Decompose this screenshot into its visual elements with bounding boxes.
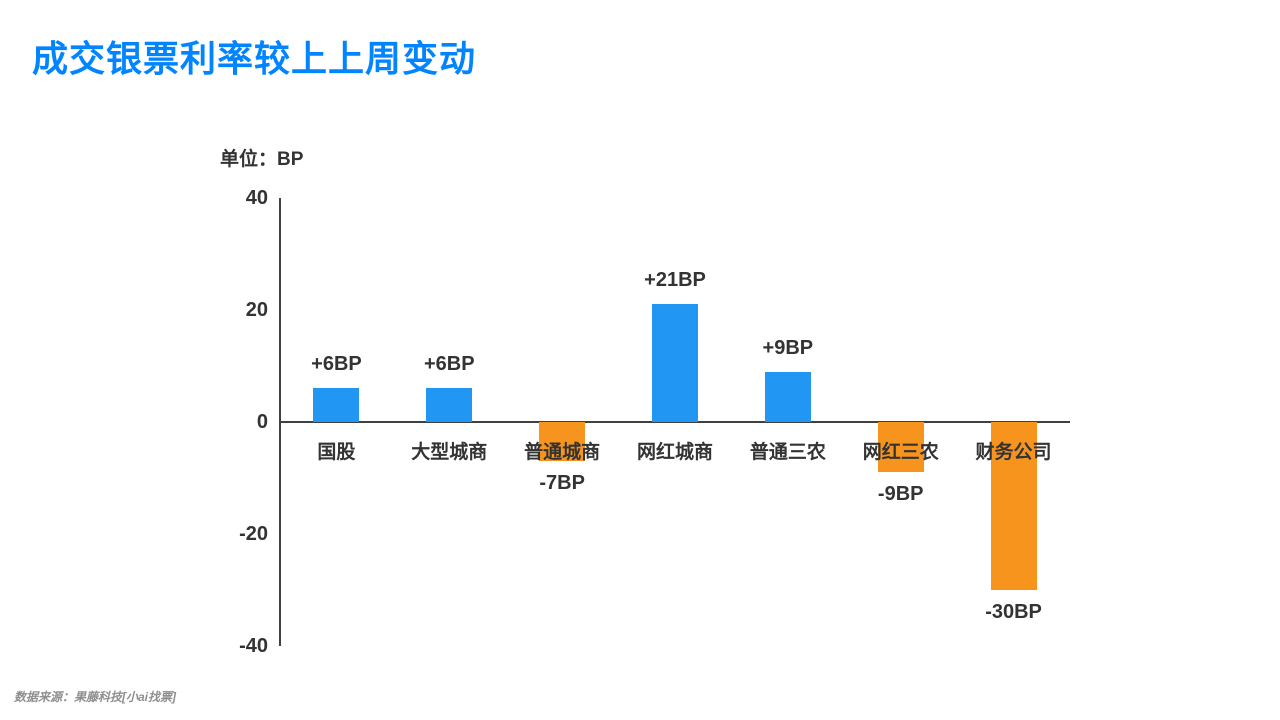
bar-value-label: +6BP [311, 353, 362, 376]
y-tick-label: -40 [239, 635, 268, 657]
category-label: 网红城商 [636, 442, 713, 463]
bar [426, 388, 473, 422]
bar [990, 422, 1037, 590]
bar-value-label: +21BP [644, 269, 706, 292]
category-label: 网红三农 [862, 442, 939, 463]
unit-label: 单位：BP [220, 149, 304, 170]
data-source-note: 数据来源：果藤科技[小ai找票] [14, 690, 177, 704]
bar [313, 388, 360, 422]
y-tick-label: 40 [245, 187, 268, 209]
category-label: 普通三农 [749, 442, 826, 463]
bar-value-label: -7BP [539, 472, 585, 495]
bar-value-label: -30BP [985, 601, 1042, 623]
bar-value-label: +6BP [423, 353, 475, 376]
bar-value-label: -9BP [877, 483, 924, 506]
bar [764, 371, 811, 422]
category-label: 国股 [317, 442, 356, 463]
y-tick-label: 20 [245, 299, 268, 321]
category-label: 大型城商 [411, 442, 488, 463]
bar-chart-plot-area: 40 20 0 -20 -40 +6BP 国股 +6BP 大型城商 -7BP 普通城商 +21BP 网红… [239, 187, 1070, 657]
y-tick-label: 0 [256, 411, 268, 433]
bar [652, 304, 698, 422]
category-label: 普通城商 [524, 442, 601, 463]
bar-value-label: +9BP [762, 336, 814, 359]
x-axis-zero-line [280, 421, 1070, 423]
bar [539, 422, 586, 462]
category-label: 财务公司 [975, 442, 1052, 463]
y-tick-label: -20 [239, 523, 268, 545]
bar [877, 422, 924, 473]
page-title: 成交银票利率较上上周变动 [32, 38, 477, 79]
